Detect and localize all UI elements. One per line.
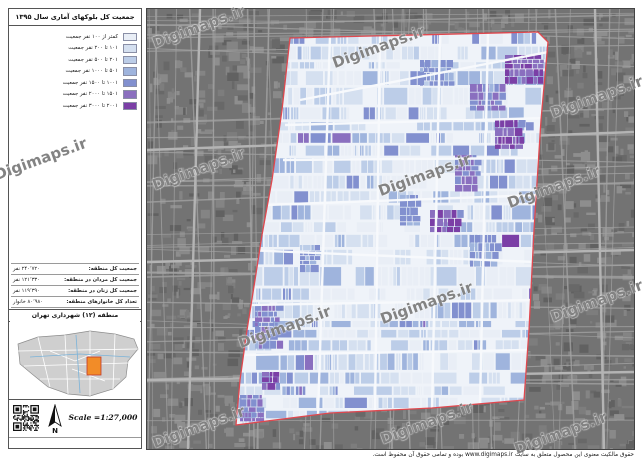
legend-label: ۲۰۰۱ تا ۳۰۰۰ نفر جمعیت (62, 102, 118, 109)
legend-label: ۱۵۰۱ تا ۲۰۰۰ نفر جمعیت (62, 91, 118, 98)
legend-item: ۱۰۱ تا ۲۰۰ نفر جمعیت (13, 43, 137, 55)
legend-label: ۲۰۱ تا ۵۰۰ نفر جمعیت (68, 56, 118, 63)
stat-value: ۸۰٬۹۸۰ خانوار (13, 299, 44, 305)
stat-label: جمعیت کل مردان در منطقه: (64, 277, 137, 283)
stat-value: ۱۲۱٬۳۳۰ نفر (13, 277, 40, 283)
north-arrow-icon: N (48, 404, 62, 434)
map-scale: Scale =1:27,000 (68, 413, 138, 422)
region-streets (239, 32, 548, 416)
north-label: N (52, 427, 58, 434)
stat-value: ۱۱۹٬۳۹۰ نفر (13, 288, 40, 294)
stat-value: ۲۴۰٬۷۲۰ نفر (13, 266, 40, 272)
legend-item: ۵۰۱ تا ۱۰۰۰ نفر جمعیت (13, 66, 137, 78)
legend-swatch (123, 32, 137, 41)
stat-row: جمعیت کل مردان در منطقه: ۱۲۱٬۳۳۰ نفر (11, 275, 139, 286)
legend-item: ۱۰۰۱ تا ۱۵۰۰ نفر جمعیت (13, 77, 137, 89)
inset-location-map (10, 321, 140, 399)
legend-swatch (123, 67, 137, 76)
legend-label: ۵۰۱ تا ۱۰۰۰ نفر جمعیت (65, 68, 118, 75)
legend-swatch (123, 78, 137, 87)
legend: کمتر از ۱۰۰ نفر جمعیت ۱۰۱ تا ۲۰۰ نفر جمع… (13, 31, 137, 112)
map-canvas (147, 9, 634, 449)
legend-swatch (123, 55, 137, 64)
legend-swatch (123, 90, 137, 99)
legend-label: ۱۰۱ تا ۲۰۰ نفر جمعیت (68, 45, 118, 52)
copyright-footer: حقوق مالکیت معنوی این محصول متعلق به سای… (372, 452, 634, 458)
stat-label: جمعیت کل منطقه: (88, 266, 137, 272)
stat-row: جمعیت کل منطقه: ۲۴۰٬۷۲۰ نفر (11, 263, 139, 275)
legend-item: ۱۵۰۱ تا ۲۰۰۰ نفر جمعیت (13, 89, 137, 101)
legend-item: ۲۰۰۱ تا ۳۰۰۰ نفر جمعیت (13, 100, 137, 112)
divider (9, 437, 141, 438)
legend-panel: جمعیت کل بلوکهای آماری سال ۱۳۹۵ کمتر از … (8, 8, 142, 449)
stat-label: تعداد کل خانوارهای منطقه: (66, 299, 137, 305)
region-boundary (235, 31, 549, 426)
qr-code (13, 405, 39, 431)
divider (9, 399, 141, 400)
stat-row: جمعیت کل زنان در منطقه: ۱۱۹٬۳۹۰ نفر (11, 286, 139, 297)
region-highlight (86, 356, 102, 376)
legend-label: ۱۰۰۱ تا ۱۵۰۰ نفر جمعیت (62, 79, 118, 86)
stat-label: جمعیت کل زنان در منطقه: (68, 288, 137, 294)
legend-label: کمتر از ۱۰۰ نفر جمعیت (65, 33, 118, 40)
statistics-table: جمعیت کل منطقه: ۲۴۰٬۷۲۰ نفر جمعیت کل مرد… (11, 263, 139, 308)
legend-item: کمتر از ۱۰۰ نفر جمعیت (13, 31, 137, 43)
stat-row: تعداد کل خانوارهای منطقه: ۸۰٬۹۸۰ خانوار (11, 297, 139, 308)
population-map (146, 8, 635, 450)
legend-item: ۲۰۱ تا ۵۰۰ نفر جمعیت (13, 54, 137, 66)
legend-swatch (123, 101, 137, 110)
map-title: جمعیت کل بلوکهای آماری سال ۱۳۹۵ (9, 9, 141, 26)
legend-swatch (123, 44, 137, 53)
